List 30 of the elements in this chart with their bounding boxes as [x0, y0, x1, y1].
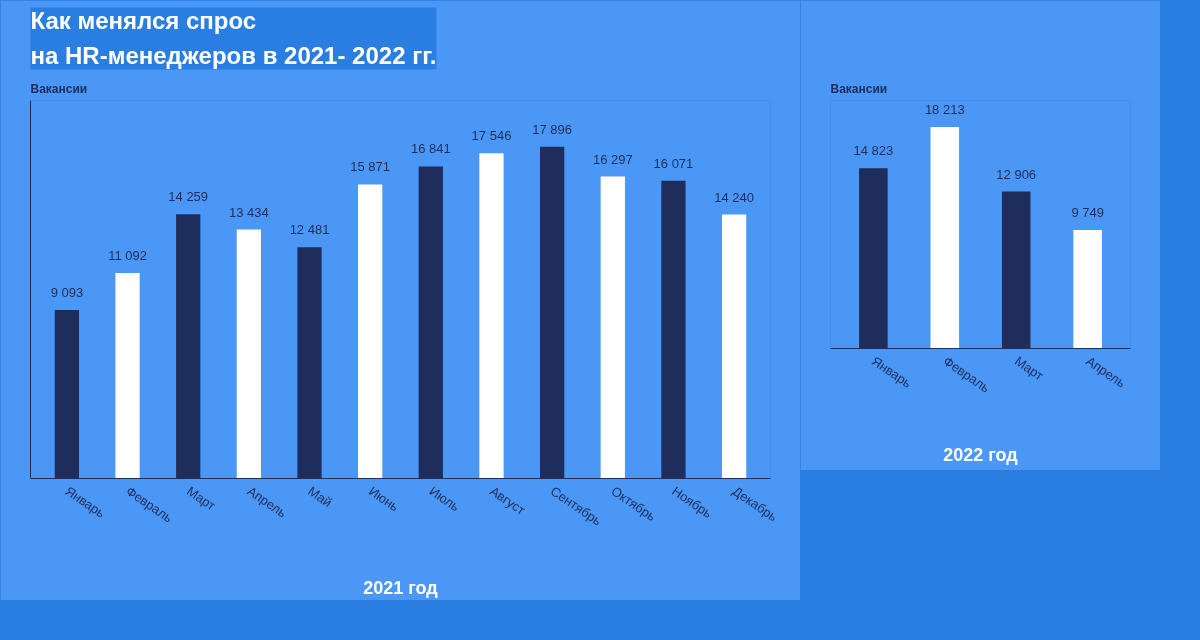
y-axis-title: Вакансии — [30, 81, 88, 96]
data-label: 16 297 — [592, 151, 633, 167]
data-label: 17 896 — [532, 121, 573, 137]
bar — [479, 153, 504, 479]
data-label: 18 213 — [924, 102, 965, 118]
data-label: 17 546 — [471, 128, 512, 144]
data-label: 14 823 — [853, 143, 894, 159]
data-label: 16 071 — [653, 155, 694, 171]
data-label: 12 906 — [996, 166, 1037, 182]
data-label: 11 092 — [108, 247, 147, 263]
data-label: 14 240 — [714, 189, 754, 205]
bar — [115, 272, 140, 479]
data-label: 16 841 — [410, 141, 451, 157]
y-axis-title: Вакансии — [830, 81, 888, 96]
bar — [1073, 229, 1102, 349]
data-label: 15 871 — [350, 159, 391, 175]
data-label: 13 434 — [228, 204, 269, 220]
bar — [600, 176, 625, 479]
data-label: 9 749 — [1071, 204, 1104, 220]
bar — [930, 127, 960, 349]
x-tick-label: Май — [305, 483, 335, 511]
data-label: 14 259 — [168, 189, 209, 205]
x-axis-title: 2022 год — [943, 444, 1019, 465]
bar — [721, 214, 747, 479]
chart-title: Как менялся спрос на HR-менеджеров в 2021- 2022 гг. — [30, 7, 437, 70]
bar — [358, 184, 383, 479]
bar — [236, 229, 261, 479]
x-axis-title: 2021 год — [363, 577, 439, 598]
data-label: 9 093 — [50, 285, 84, 300]
data-label: 12 481 — [289, 222, 330, 238]
